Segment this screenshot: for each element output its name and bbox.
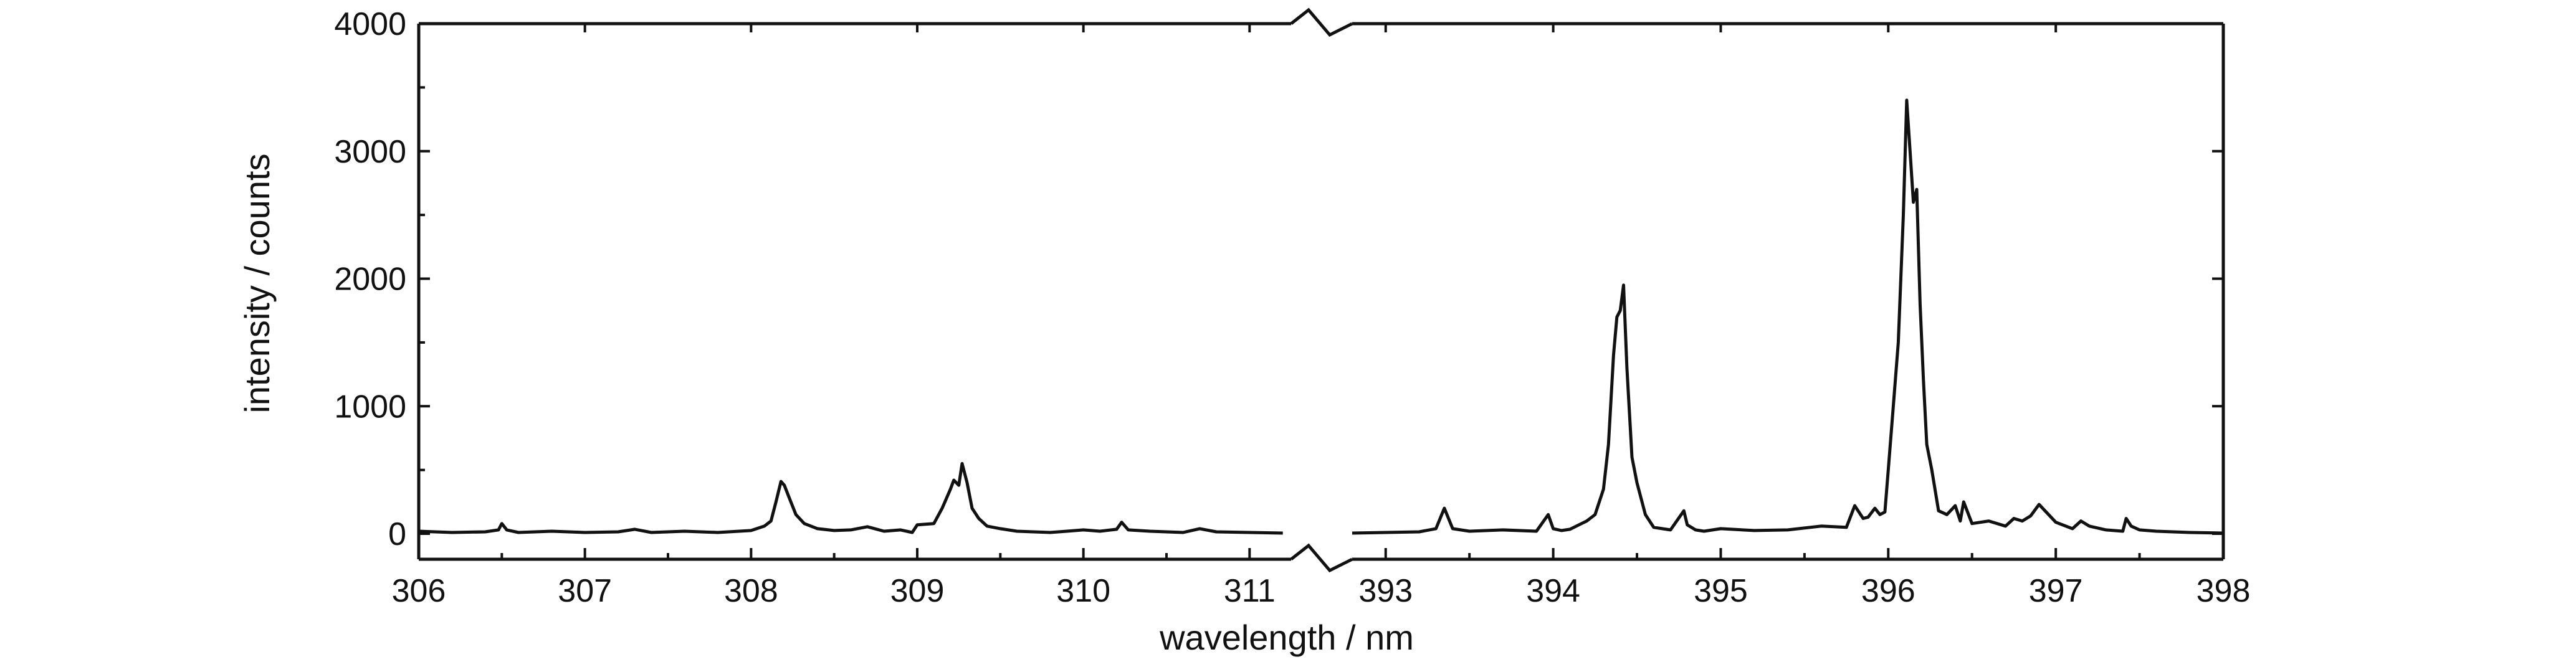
tick-labels: 0 1000 2000 3000 4000 306 307 308 309 310 311 393 39…: [334, 6, 2250, 609]
y-tick-label: 4000: [334, 6, 406, 42]
x-axis-title: wavelength / nm: [1159, 618, 1414, 657]
x-tick-label: 311: [1224, 573, 1276, 609]
x-tick-label: 307: [558, 573, 612, 609]
y-axis-title: intensity / counts: [237, 153, 277, 413]
y-tick-label: 0: [388, 516, 406, 552]
y-tick-label: 3000: [334, 134, 406, 170]
x-tick-label: 308: [724, 573, 778, 609]
y-tick-label: 1000: [334, 389, 406, 425]
x-tick-label: 393: [1358, 573, 1413, 609]
x-tick-label: 310: [1056, 573, 1110, 609]
x-tick-label: 396: [1861, 573, 1915, 609]
x-tick-label: 309: [890, 573, 945, 609]
x-tick-label: 394: [1526, 573, 1580, 609]
x-tick-label: 397: [2029, 573, 2083, 609]
y-tick-label: 2000: [334, 262, 406, 298]
x-tick-label: 395: [1694, 573, 1748, 609]
bottom-axis-break-mark: [1290, 543, 1353, 573]
top-axis-break-mark: [1290, 7, 1353, 37]
series-layer: [418, 98, 2224, 535]
x-tick-label: 398: [2197, 573, 2251, 609]
spectrum-line-segment-1: [418, 461, 1283, 535]
chart-axes: [417, 7, 2225, 573]
spectrum-line-segment-2: [1352, 98, 2224, 535]
x-tick-label: 306: [392, 573, 446, 609]
